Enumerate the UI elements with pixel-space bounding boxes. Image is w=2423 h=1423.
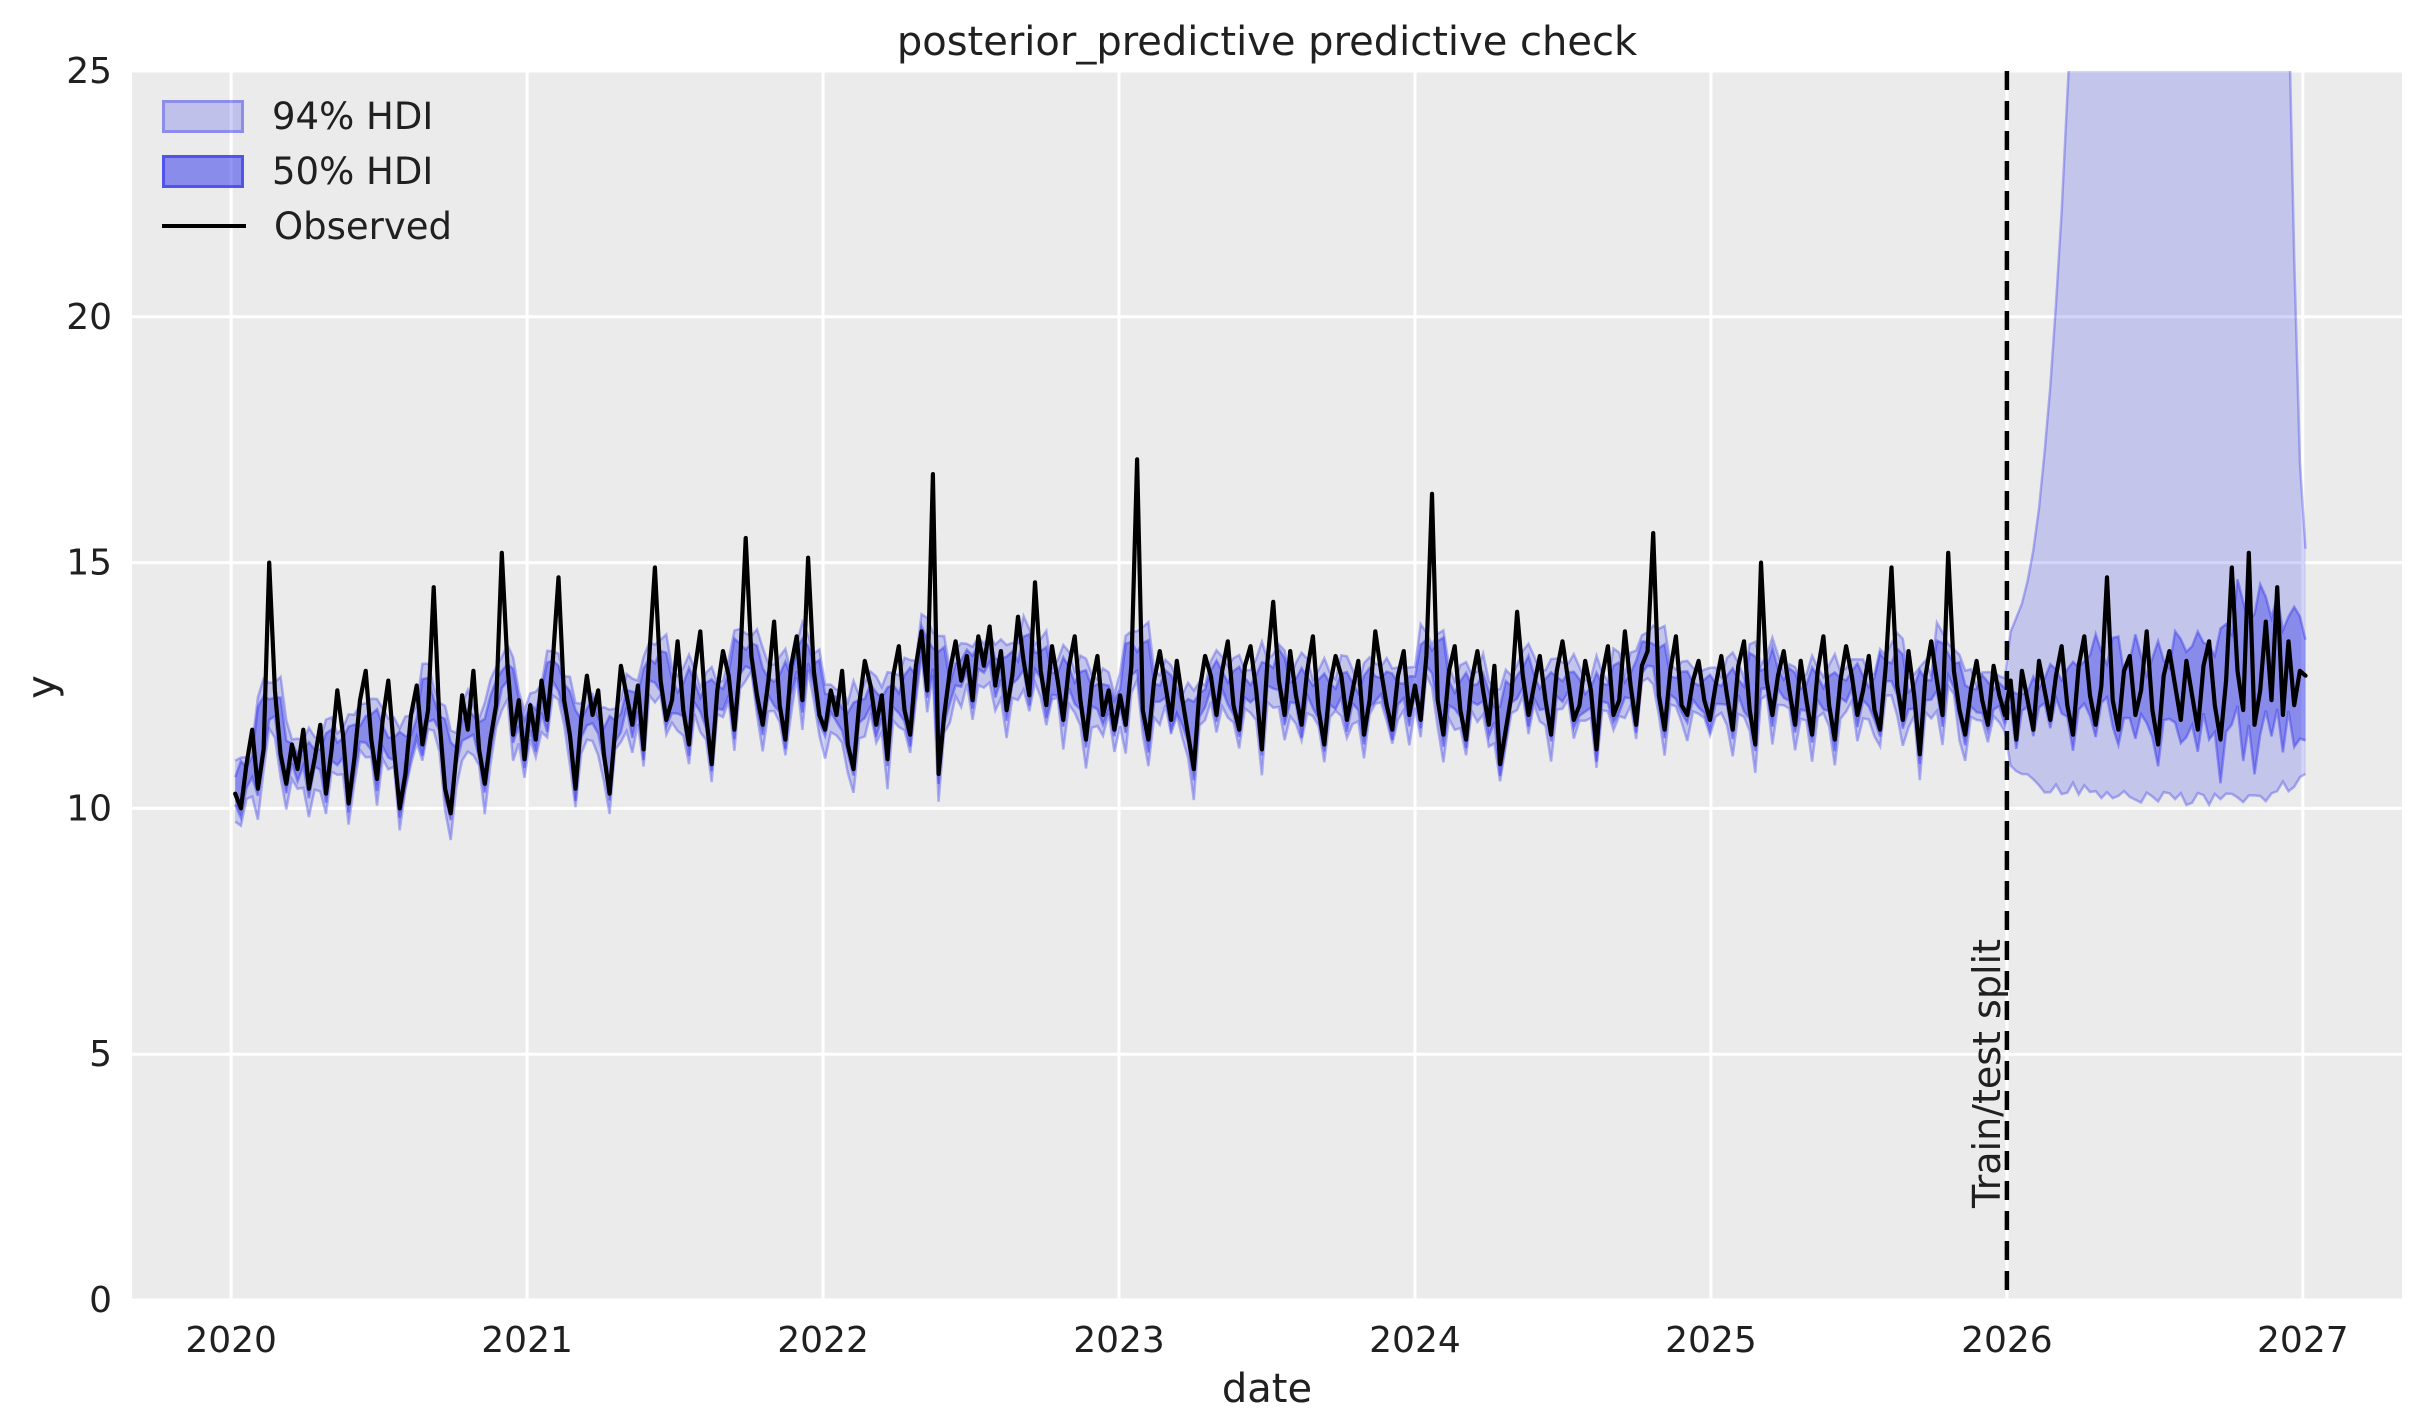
hdi50-swatch-icon [162,154,244,188]
grid-lines [132,69,2402,1302]
x-tick-label: 2027 [2257,1320,2349,1361]
y-tick-label: 20 [66,297,112,338]
hdi94-lower-edge [234,656,2307,841]
legend-item-94-hdi: 94% HDI [162,96,452,136]
observed-line [233,457,2308,816]
split-line-label: Train/test split [1965,939,2009,1209]
x-tick-label: 2020 [185,1320,277,1361]
x-tick-label: 2026 [1961,1320,2053,1361]
y-tick-label: 0 [89,1280,112,1321]
y-tick-label: 15 [66,543,112,584]
legend-item-observed: Observed [162,206,452,246]
x-tick-label: 2021 [481,1320,573,1361]
legend-label-94-hdi: 94% HDI [272,94,434,138]
x-tick-label: 2023 [1073,1320,1165,1361]
x-tick-label: 2022 [777,1320,869,1361]
observed-series [233,457,2308,816]
observed-line-swatch-icon [162,224,246,228]
y-axis-label: y [19,675,65,699]
hdi94-upper-edge [234,71,2307,762]
legend-label-observed: Observed [274,204,453,248]
y-tick-label: 25 [66,51,112,92]
y-tick-label: 5 [89,1034,112,1075]
legend-label-50-hdi: 50% HDI [272,149,434,193]
x-axis-label: date [1222,1366,1312,1412]
hdi94-swatch-icon [162,99,244,133]
x-tick-label: 2025 [1665,1320,1757,1361]
legend: 94% HDI 50% HDI Observed [162,96,452,246]
axis-tick-labels: 2020 2021 2022 2023 2024 2025 2026 202705101520… [66,51,2348,1361]
x-tick-label: 2024 [1369,1320,1461,1361]
legend-item-50-hdi: 50% HDI [162,151,452,191]
y-tick-label: 10 [66,788,112,829]
chart-title: posterior_predictive predictive check [897,19,1638,65]
